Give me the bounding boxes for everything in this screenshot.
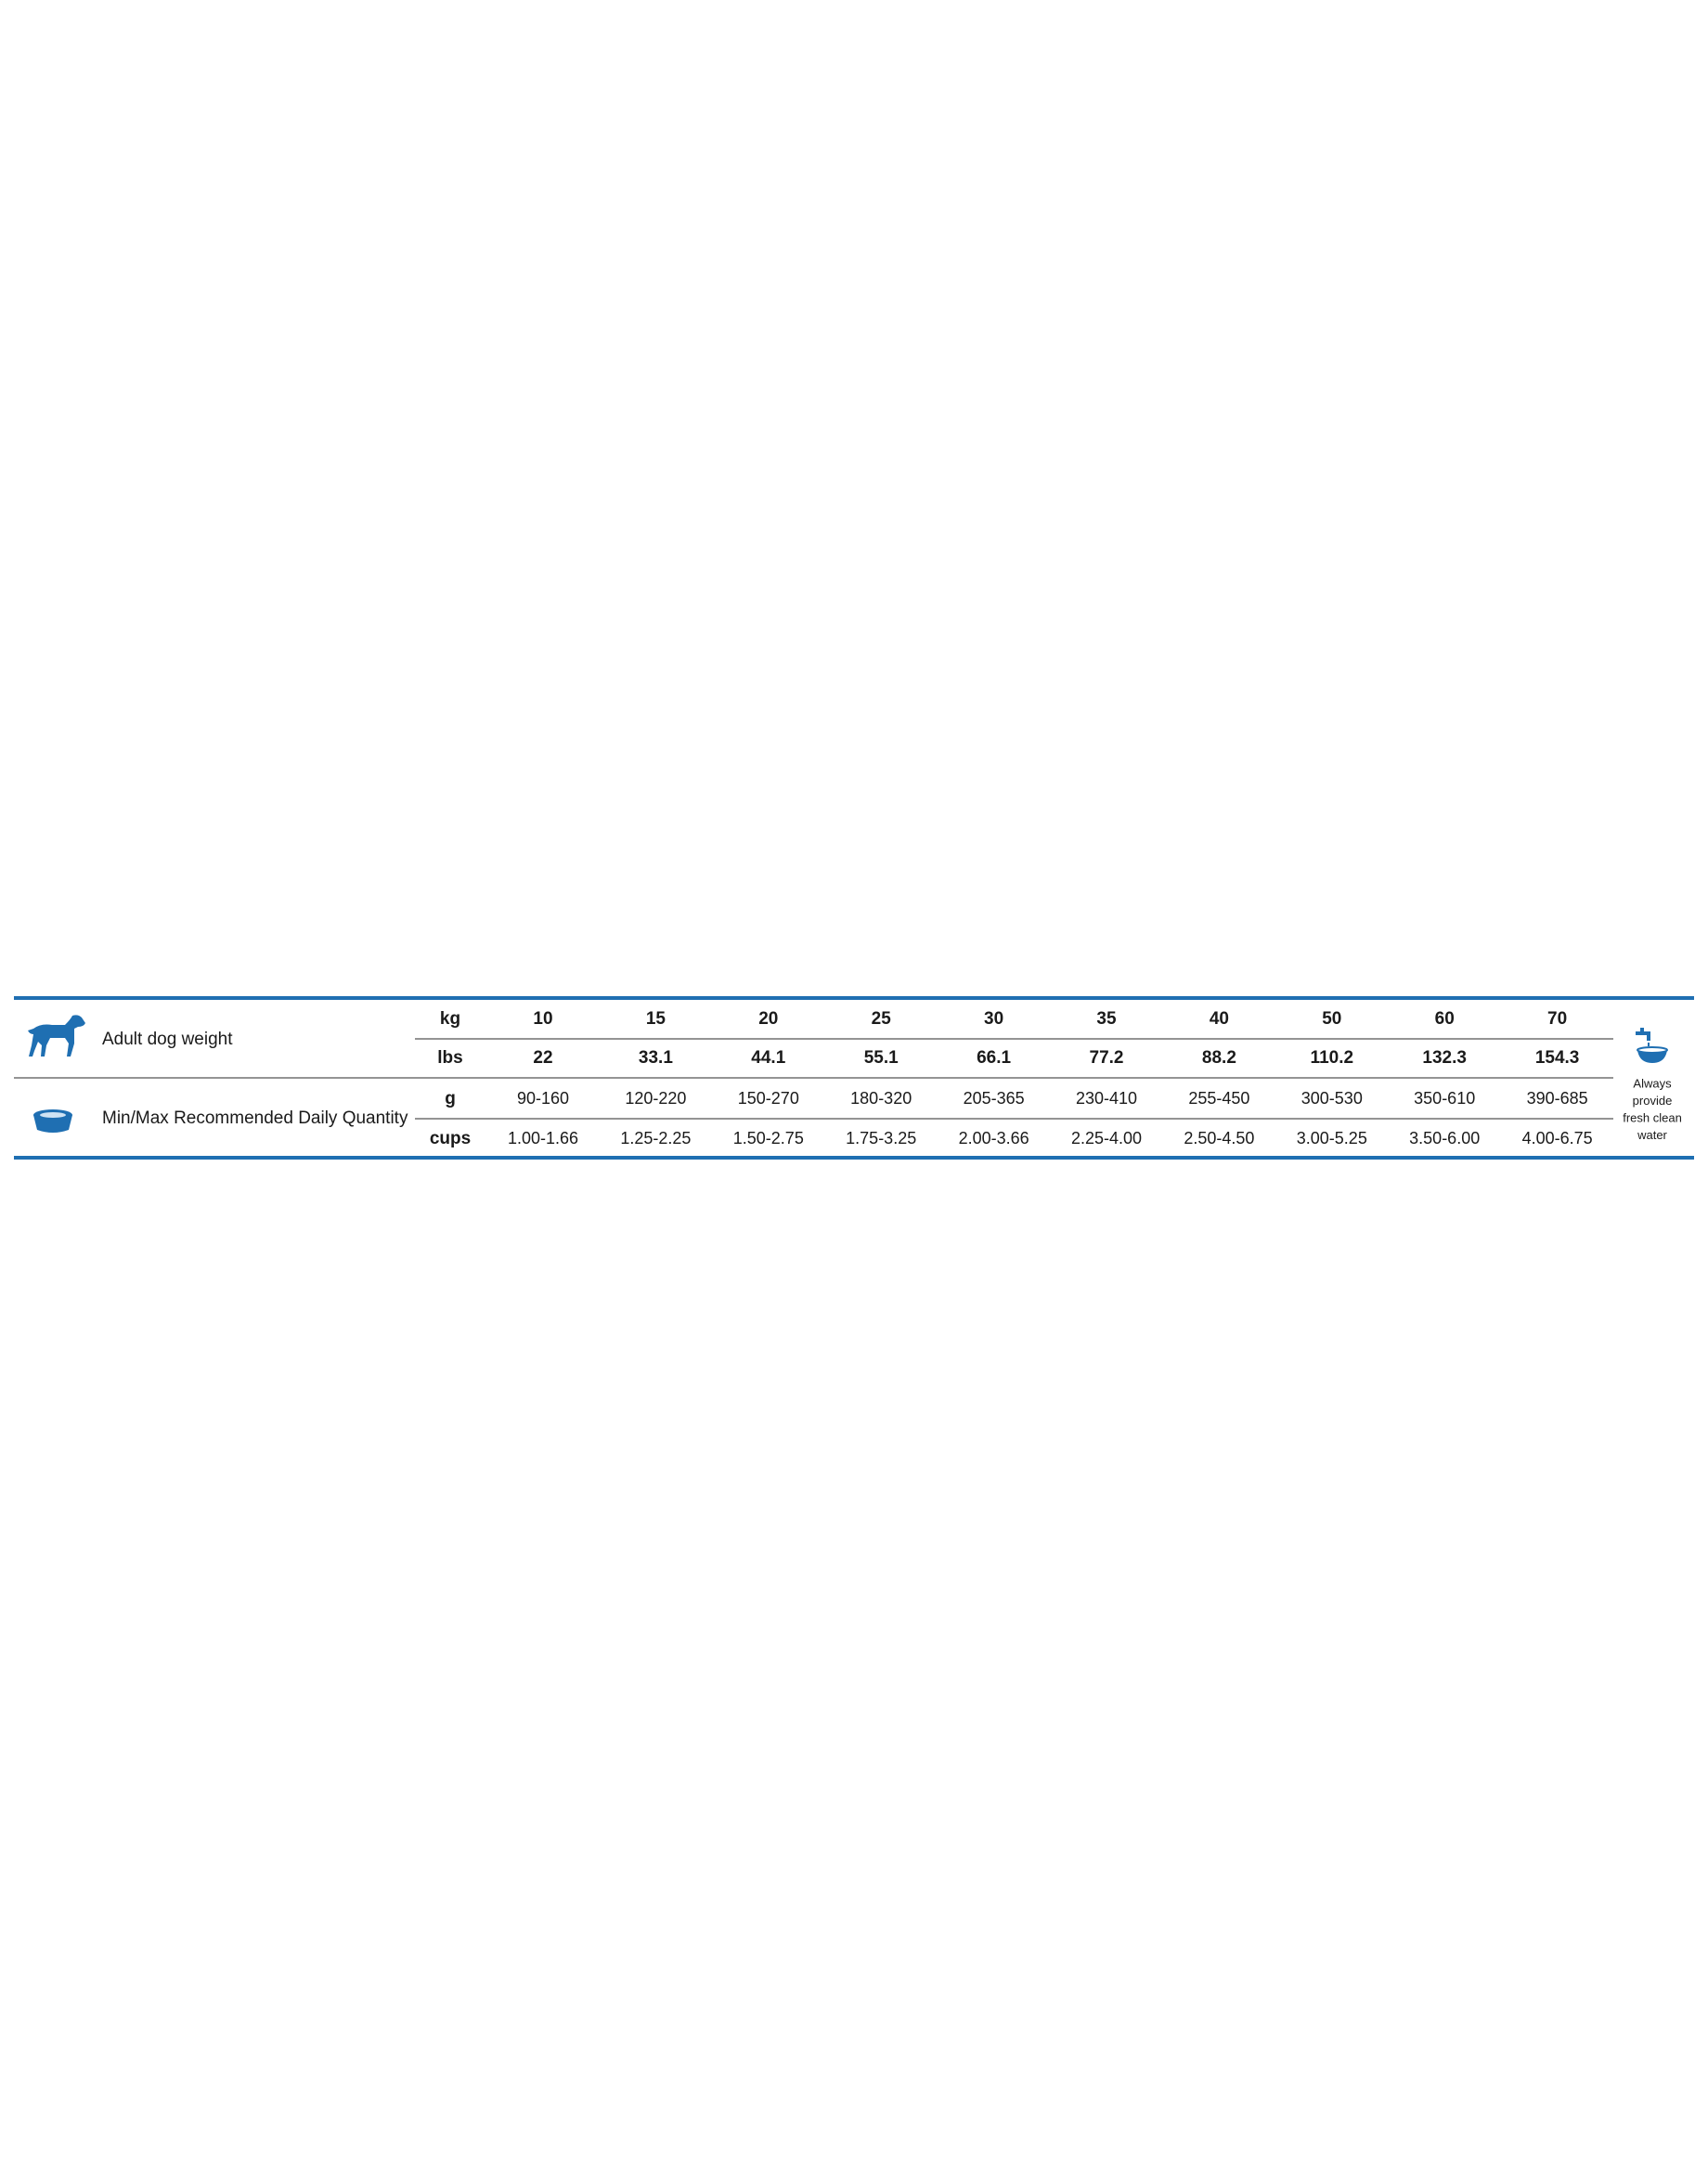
- cell-value: 350-610: [1414, 1089, 1475, 1108]
- cell-value: 50: [1322, 1009, 1341, 1029]
- cell-value: 3.50-6.00: [1409, 1129, 1480, 1147]
- cell-value: 4.00-6.75: [1522, 1129, 1593, 1147]
- cell-value: 55.1: [864, 1048, 899, 1068]
- cell-value: 205-365: [964, 1089, 1025, 1108]
- unit-label: cups: [430, 1129, 471, 1148]
- cell-value: 150-270: [738, 1089, 799, 1108]
- cell-value: 30: [984, 1009, 1003, 1029]
- cell-value: 70: [1547, 1009, 1567, 1029]
- cell-value: 132.3: [1422, 1048, 1467, 1068]
- unit-label: g: [445, 1089, 456, 1108]
- cell-value: 230-410: [1076, 1089, 1137, 1108]
- cell-value: 66.1: [977, 1048, 1011, 1068]
- cell-value: 2.25-4.00: [1071, 1129, 1142, 1147]
- cell-value: 255-450: [1188, 1089, 1249, 1108]
- dog-icon: [28, 1015, 85, 1057]
- cell-value: 88.2: [1202, 1048, 1236, 1068]
- cell-value: 110.2: [1311, 1048, 1354, 1068]
- water-icon: [1636, 1028, 1668, 1063]
- cell-value: 15: [646, 1009, 666, 1029]
- cell-value: 2.50-4.50: [1184, 1129, 1254, 1147]
- cell-value: 1.50-2.75: [733, 1129, 804, 1147]
- cell-value: 2.00-3.66: [959, 1129, 1029, 1147]
- bowl-icon: [33, 1109, 72, 1133]
- cell-value: 22: [533, 1048, 552, 1068]
- cell-value: 300-530: [1301, 1089, 1363, 1108]
- water-note: Always: [1633, 1076, 1672, 1090]
- cell-value: 180-320: [850, 1089, 912, 1108]
- cell-value: 154.3: [1535, 1048, 1580, 1068]
- row-label: Adult dog weight: [102, 1030, 233, 1049]
- cell-value: 1.25-2.25: [620, 1129, 691, 1147]
- water-note: fresh clean: [1623, 1110, 1682, 1124]
- cell-value: 1.00-1.66: [508, 1129, 578, 1147]
- unit-label: kg: [440, 1009, 460, 1029]
- water-note: water: [1637, 1128, 1667, 1142]
- cell-value: 390-685: [1527, 1089, 1588, 1108]
- cell-value: 35: [1096, 1009, 1117, 1029]
- cell-value: 3.00-5.25: [1297, 1129, 1367, 1147]
- cell-value: 77.2: [1090, 1048, 1124, 1068]
- cell-value: 25: [872, 1009, 892, 1029]
- cell-value: 40: [1210, 1009, 1229, 1029]
- water-note: provide: [1633, 1094, 1673, 1108]
- cell-value: 33.1: [639, 1048, 673, 1068]
- unit-label: lbs: [437, 1048, 462, 1068]
- cell-value: 44.1: [751, 1048, 785, 1068]
- cell-value: 10: [533, 1009, 552, 1029]
- row-label: Min/Max Recommended Daily Quantity: [102, 1108, 408, 1128]
- cell-value: 90-160: [517, 1089, 569, 1108]
- cell-value: 1.75-3.25: [846, 1129, 916, 1147]
- cell-value: 20: [758, 1009, 778, 1029]
- cell-value: 120-220: [625, 1089, 686, 1108]
- cell-value: 60: [1435, 1009, 1455, 1029]
